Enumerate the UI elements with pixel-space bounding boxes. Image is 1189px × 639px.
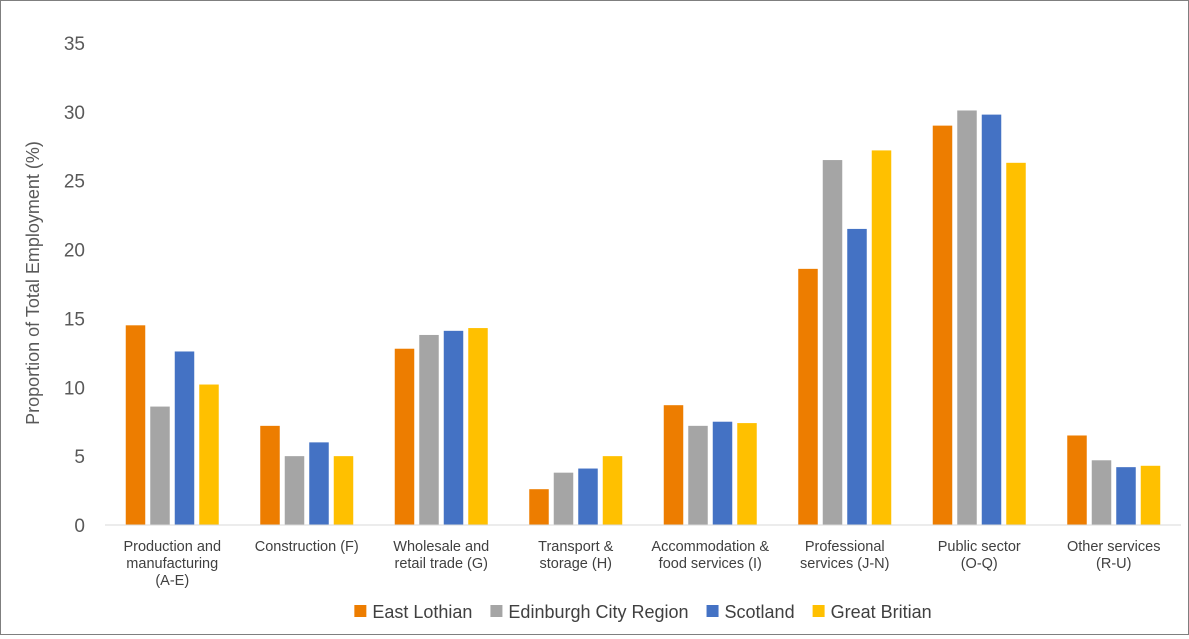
bar [602,456,623,525]
bar [1067,435,1087,525]
legend-swatch [490,605,503,617]
bar [663,405,684,525]
category-label: Other services (R-U) [1067,539,1160,572]
y-tick-label: 0 [74,516,85,537]
bar [553,472,574,525]
y-tick-label: 35 [64,34,85,55]
bar [309,442,329,525]
bar [688,425,708,525]
legend: East Lothian Edinburgh City Region Scotlan… [354,602,932,622]
bar [932,125,953,525]
bar [125,325,146,525]
category-labels: Production and manufacturing (A-E) Construc… [123,539,1160,589]
bar [1091,460,1112,525]
bar [199,384,219,525]
bar [1140,465,1161,525]
category-label: Public sector (O-Q) [938,539,1021,572]
y-tick-label: 30 [64,103,85,124]
bar [333,456,354,525]
legend-label: East Lothian [372,602,472,622]
bar [174,351,195,525]
y-axis-title: Proportion of Total Employment (%) [23,141,43,425]
bar [798,268,818,525]
bar [529,489,549,525]
y-tick-label: 5 [74,447,85,468]
bar [1006,162,1026,525]
bar [260,425,280,525]
category-label: Professional services (J-N) [800,539,889,572]
y-axis-ticks: 0 5 10 15 20 25 30 35 [64,34,85,537]
legend-swatch [812,605,825,617]
bar [847,228,867,525]
bar [150,406,170,525]
legend-label: Great Britian [831,602,932,622]
bar [871,150,892,525]
bar [394,348,415,525]
legend-swatch [706,605,719,617]
bar [737,423,757,525]
y-tick-label: 25 [64,172,85,193]
bar [981,114,1002,526]
bars [125,110,1161,526]
y-tick-label: 20 [64,241,85,262]
bar [822,160,843,526]
bar [957,110,977,525]
category-label: Wholesale and retail trade (G) [393,539,489,572]
category-label: Transport & storage (H) [538,539,614,572]
category-label: Production and manufacturing (A-E) [123,539,221,589]
bar [419,334,439,525]
bar [284,456,305,525]
bar [578,468,598,525]
y-tick-label: 10 [64,378,85,399]
category-label: Construction (F) [255,539,359,555]
bar [468,328,488,525]
legend-label: Scotland [725,602,795,622]
bar [1116,467,1136,525]
bar [443,330,464,525]
bar [712,421,733,525]
y-tick-label: 15 [64,309,85,330]
legend-swatch [354,605,367,617]
legend-label: Edinburgh City Region [508,602,688,622]
category-label: Accommodation & food services (I) [651,539,769,572]
